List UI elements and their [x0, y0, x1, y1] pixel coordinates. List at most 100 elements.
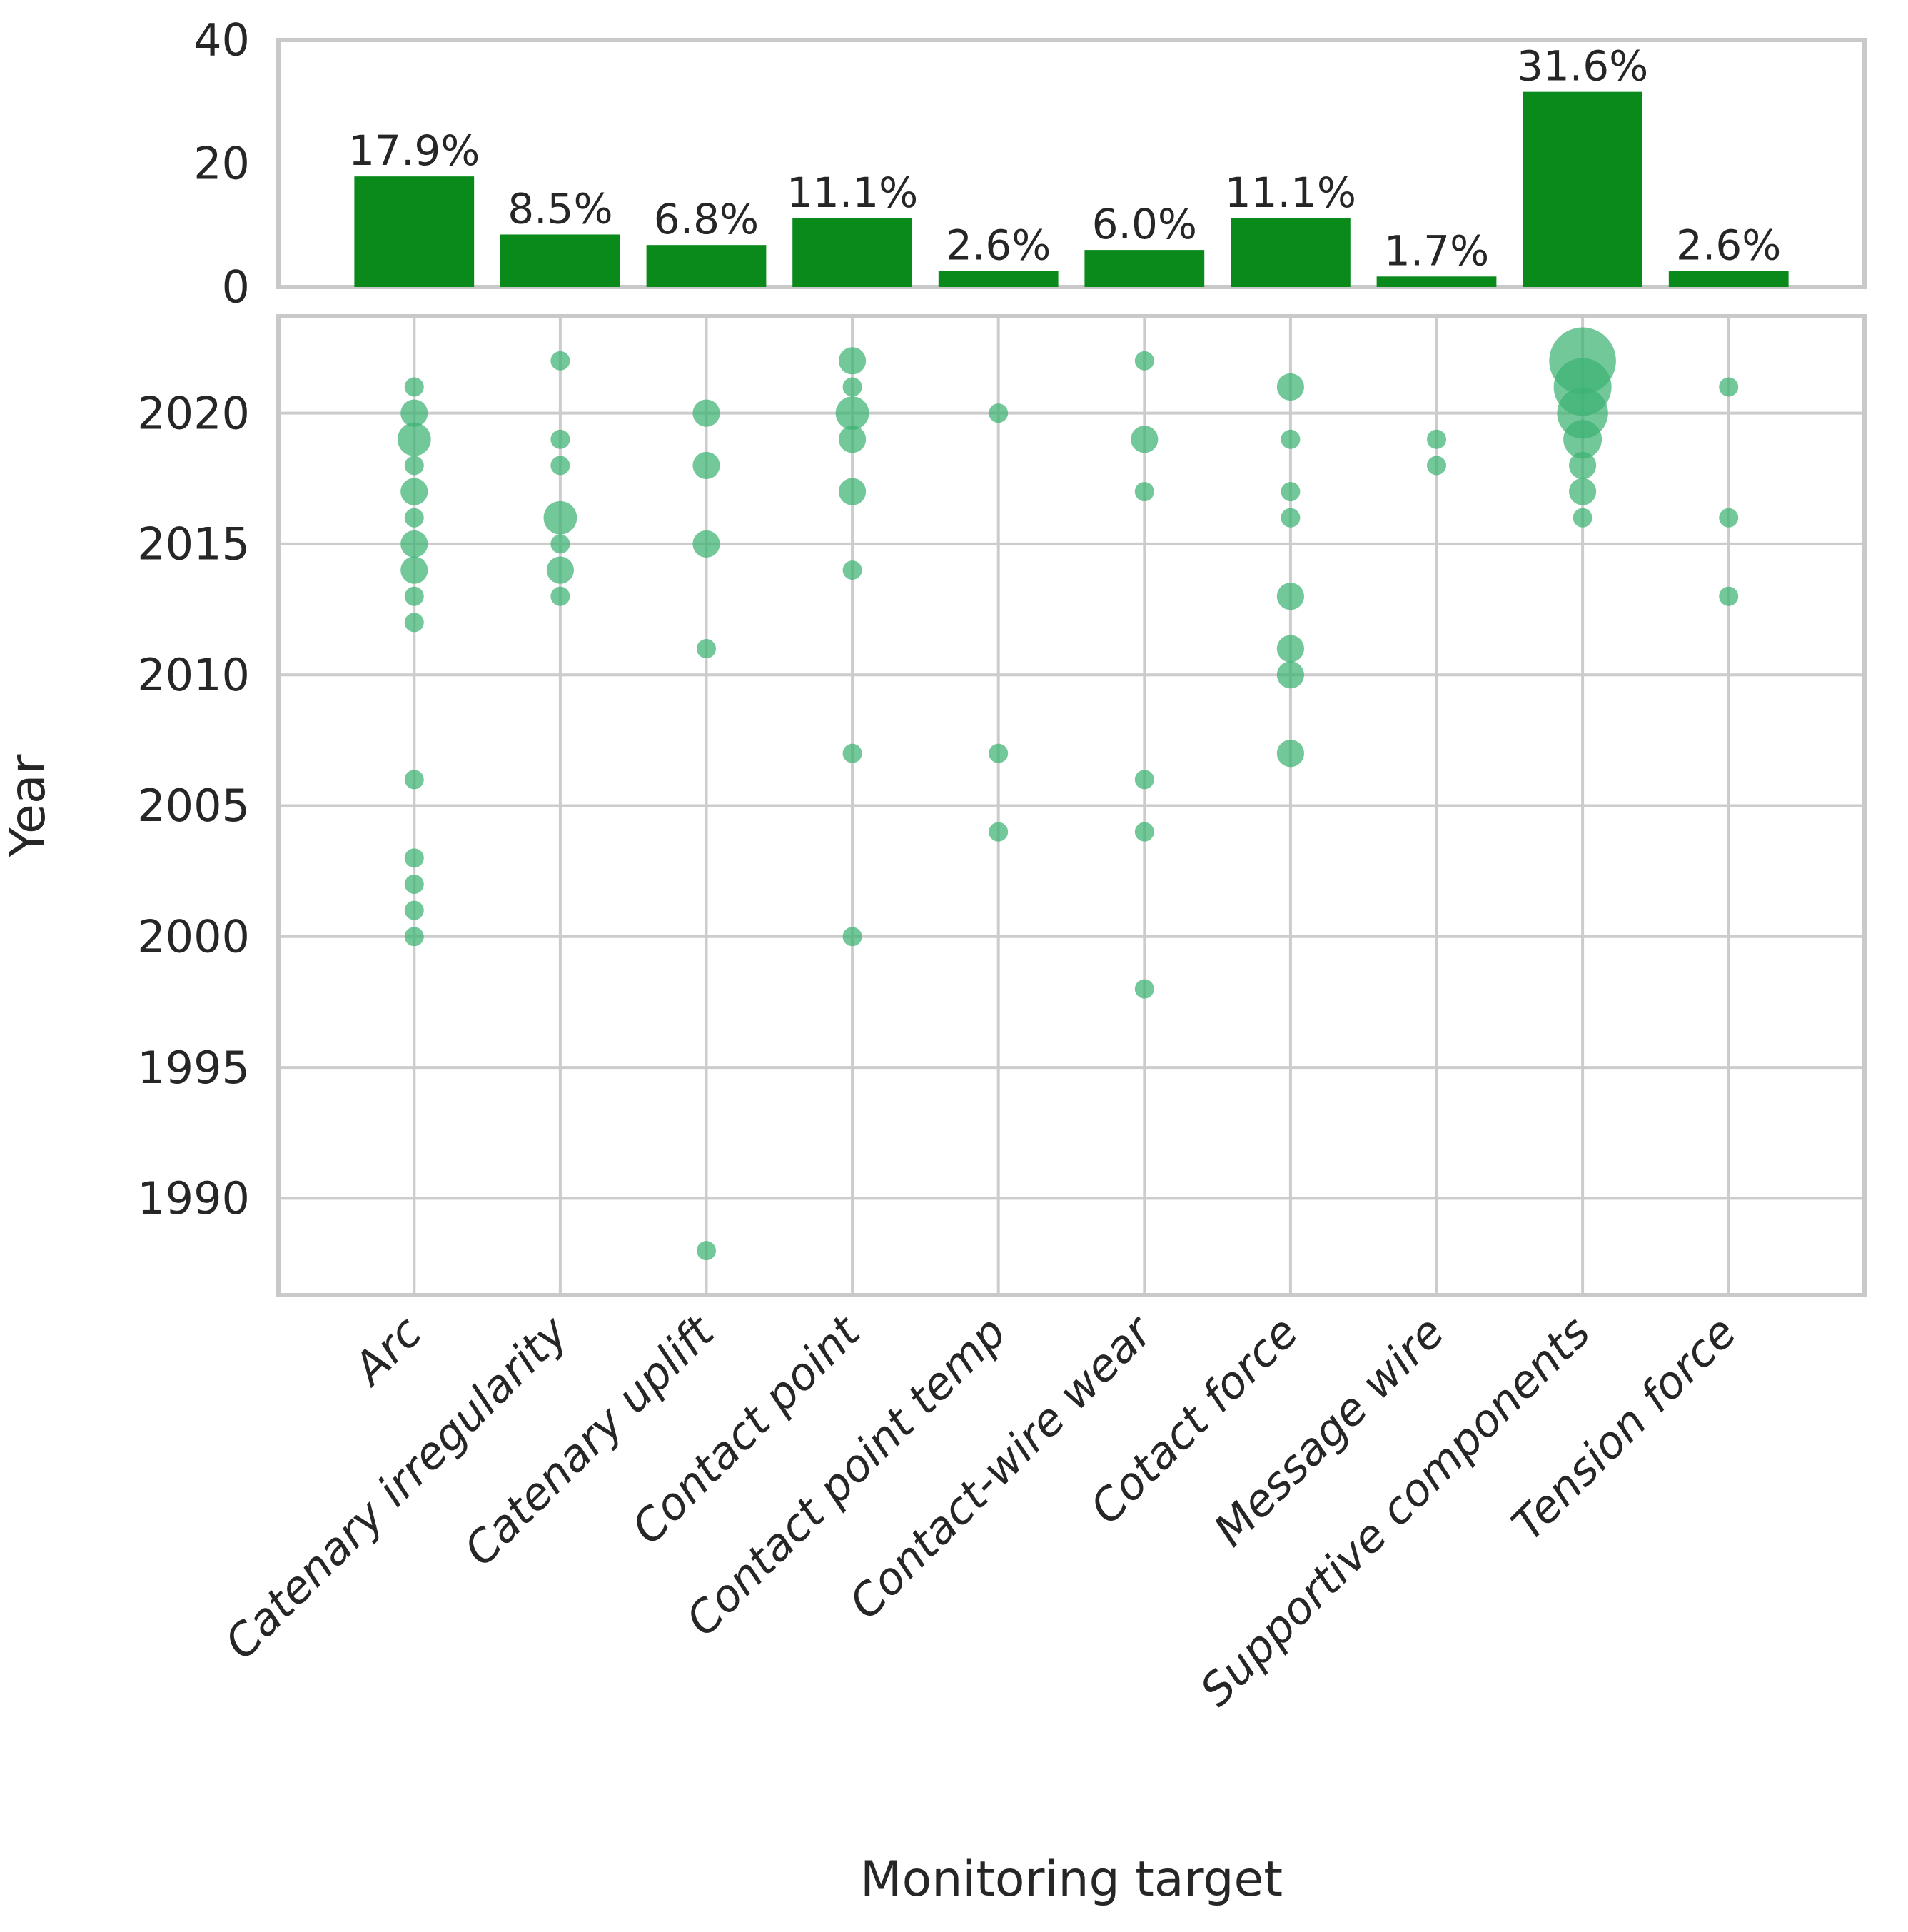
bubble — [404, 377, 424, 397]
bubble — [692, 399, 720, 427]
bubble — [1573, 508, 1592, 528]
scatter-y-tick-label: 2005 — [137, 780, 250, 832]
bubble — [1569, 478, 1597, 505]
bubble — [839, 478, 867, 505]
x-axis-title: Monitoring target — [860, 1851, 1283, 1908]
bubble — [989, 743, 1009, 763]
bar-value-label: 17.9% — [348, 126, 480, 175]
bar — [938, 271, 1059, 287]
bubble — [397, 422, 431, 456]
bubble — [400, 530, 428, 558]
bar — [1084, 250, 1205, 287]
bubble — [546, 556, 574, 584]
bar-value-label: 1.7% — [1384, 226, 1489, 275]
bar-value-label: 6.0% — [1092, 200, 1197, 248]
bubble — [404, 874, 424, 894]
bubble — [404, 770, 424, 790]
bubble — [835, 396, 869, 431]
bubble — [550, 456, 570, 476]
bar — [354, 176, 475, 287]
scatter-x-tick-label: Arc — [341, 1306, 432, 1397]
bubble — [989, 822, 1009, 842]
bubble — [1276, 583, 1304, 610]
bubble — [1134, 822, 1154, 842]
bubble — [1563, 420, 1602, 459]
bar — [1231, 218, 1351, 287]
scatter-x-tick-label: Catenary uplift — [454, 1304, 725, 1576]
bar — [646, 245, 767, 287]
bubble — [1134, 482, 1154, 502]
bar-value-labels: 17.9% 8.5% 6.8% 11.1% 2.6% 6.0% 11.1% 1.7% 31.6%… — [348, 42, 1781, 276]
bubble — [1427, 429, 1447, 449]
bar-y-tick-labels: 0 20 40 — [193, 14, 250, 313]
bubble — [543, 500, 577, 535]
bubble — [1134, 979, 1154, 999]
bubble — [550, 586, 570, 606]
bubble — [989, 403, 1009, 423]
scatter-y-tick-labels: 1990 1995 2000 2005 2010 2015 2020 — [137, 387, 250, 1224]
bubble — [404, 900, 424, 920]
bar-value-label: 31.6% — [1517, 42, 1648, 91]
bubble — [1281, 508, 1301, 528]
bubble — [839, 426, 867, 453]
scatter-panel-border — [276, 314, 1867, 1297]
bar-series — [354, 91, 1789, 287]
bubble — [550, 534, 570, 554]
bubble — [550, 429, 570, 449]
bar — [1668, 271, 1789, 287]
bar-panel-border — [276, 38, 1867, 289]
bar — [792, 218, 912, 287]
bubble — [1276, 635, 1304, 663]
scatter-y-tick-label: 1995 — [137, 1042, 250, 1094]
bubble — [550, 351, 570, 371]
scatter-y-tick-label: 2000 — [137, 910, 250, 962]
bubble — [1134, 770, 1154, 790]
bubble — [839, 347, 867, 375]
scatter-gridlines — [278, 316, 1864, 1295]
bubble — [1719, 377, 1739, 397]
bubble — [692, 451, 720, 480]
bubble — [400, 399, 428, 427]
bubble — [1276, 661, 1304, 689]
bubble — [1276, 740, 1304, 768]
scatter-y-tick-label: 1990 — [137, 1172, 250, 1224]
bar — [1376, 276, 1497, 287]
bar-y-tick-label: 0 — [222, 261, 250, 313]
bar-value-label: 11.1% — [1225, 168, 1356, 217]
bubble — [404, 848, 424, 868]
scatter-y-tick-label: 2020 — [137, 387, 250, 439]
bubble — [1281, 429, 1301, 449]
bar-value-label: 2.6% — [946, 221, 1051, 270]
bubble — [696, 639, 716, 659]
bubble — [692, 530, 720, 558]
bubble — [404, 456, 424, 476]
bubble — [1427, 456, 1447, 476]
bar — [1523, 91, 1643, 287]
bubble — [1719, 586, 1739, 606]
bubble — [842, 560, 862, 580]
bubble — [400, 556, 428, 584]
scatter-y-tick-label: 2015 — [137, 518, 250, 570]
bubble — [404, 613, 424, 633]
bubble — [1569, 451, 1597, 480]
bar-y-tick-label: 20 — [193, 138, 250, 190]
bubble — [1281, 482, 1301, 502]
bubble — [842, 927, 862, 947]
y-axis-title: Year — [0, 754, 56, 857]
bar-y-tick-label: 40 — [193, 14, 250, 66]
bubble — [1719, 508, 1739, 528]
bar-value-label: 11.1% — [787, 168, 918, 217]
bubble — [1131, 426, 1159, 453]
bar-value-label: 6.8% — [654, 195, 759, 243]
bubble — [404, 508, 424, 528]
bubble — [400, 478, 428, 505]
bubble — [1276, 373, 1304, 401]
bubble — [404, 586, 424, 606]
bubble — [404, 927, 424, 947]
bubble — [842, 743, 862, 763]
bar-value-label: 8.5% — [508, 184, 612, 233]
bubble — [1134, 351, 1154, 371]
